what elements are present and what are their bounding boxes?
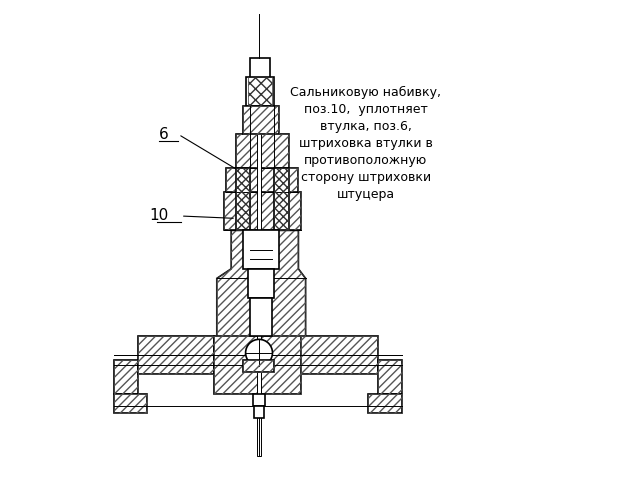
Polygon shape — [246, 77, 275, 106]
Polygon shape — [378, 360, 402, 394]
Polygon shape — [227, 168, 298, 192]
Polygon shape — [368, 394, 402, 413]
Polygon shape — [243, 230, 279, 269]
Polygon shape — [236, 168, 250, 230]
Polygon shape — [236, 134, 289, 168]
Text: 10: 10 — [150, 208, 169, 224]
Polygon shape — [224, 192, 301, 230]
Polygon shape — [250, 58, 269, 77]
Polygon shape — [114, 360, 138, 394]
Polygon shape — [217, 230, 306, 336]
Polygon shape — [301, 336, 378, 374]
Polygon shape — [257, 72, 262, 456]
Polygon shape — [243, 106, 279, 134]
Polygon shape — [254, 406, 264, 418]
Polygon shape — [214, 336, 301, 394]
Text: Сальниковую набивку,
поз.10,  уплотняет
втулка, поз.6,
штриховка втулки в
против: Сальниковую набивку, поз.10, уплотняет в… — [290, 86, 441, 202]
Polygon shape — [253, 394, 265, 406]
Polygon shape — [243, 360, 275, 372]
Polygon shape — [138, 336, 214, 374]
Polygon shape — [248, 269, 275, 298]
Polygon shape — [257, 372, 262, 394]
Circle shape — [246, 339, 273, 366]
Text: 6: 6 — [159, 127, 169, 142]
Polygon shape — [114, 394, 147, 413]
Polygon shape — [275, 168, 289, 230]
Polygon shape — [250, 298, 272, 336]
